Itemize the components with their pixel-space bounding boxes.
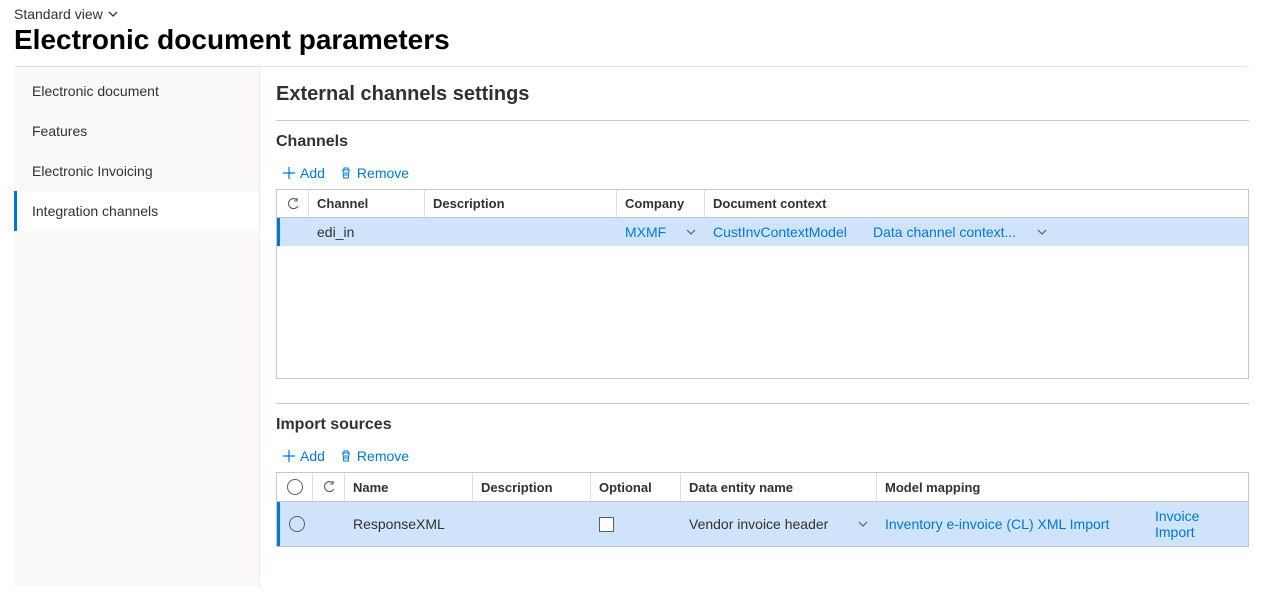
remove-label: Remove xyxy=(357,165,409,181)
trash-icon xyxy=(339,166,353,180)
checkbox-icon[interactable] xyxy=(599,517,614,532)
sidebar-item-label: Features xyxy=(32,123,87,139)
row-select[interactable] xyxy=(280,502,313,546)
column-description[interactable]: Description xyxy=(425,190,617,217)
chevron-down-icon xyxy=(107,8,119,20)
column-model-mapping[interactable]: Model mapping xyxy=(877,473,1248,501)
radio-icon xyxy=(287,479,303,495)
row-selector xyxy=(280,218,309,246)
main-panel: External channels settings Channels Add xyxy=(260,67,1249,587)
trash-icon xyxy=(339,449,353,463)
column-description[interactable]: Description xyxy=(473,473,591,501)
view-label: Standard view xyxy=(14,6,103,22)
column-company[interactable]: Company xyxy=(617,190,705,217)
channels-section: Channels Add Remove xyxy=(276,120,1249,379)
plus-icon xyxy=(282,449,296,463)
radio-icon xyxy=(289,516,305,532)
import-grid-header: Name Description Optional Data entity na… xyxy=(277,473,1248,502)
mapping-left: Inventory e-invoice (CL) XML Import xyxy=(885,516,1155,532)
context-mapping: Data channel context... xyxy=(873,224,1016,240)
sidebar-item-label: Electronic document xyxy=(32,83,159,99)
cell-document-context[interactable]: CustInvContextModel Data channel context… xyxy=(705,218,1248,246)
import-grid: Name Description Optional Data entity na… xyxy=(276,472,1249,547)
remove-channel-button[interactable]: Remove xyxy=(337,161,411,185)
channels-grid: Channel Description Company Document con… xyxy=(276,189,1249,379)
cell-data-entity[interactable]: Vendor invoice header xyxy=(681,502,877,546)
refresh-icon xyxy=(322,480,336,494)
cell-name[interactable]: ResponseXML xyxy=(345,502,473,546)
chevron-down-icon xyxy=(1028,226,1048,238)
context-model: CustInvContextModel xyxy=(713,224,873,240)
channels-grid-header: Channel Description Company Document con… xyxy=(277,190,1248,218)
sidebar-item-features[interactable]: Features xyxy=(14,111,259,151)
entity-value: Vendor invoice header xyxy=(689,516,828,532)
sidebar-item-integration-channels[interactable]: Integration channels xyxy=(14,191,259,231)
remove-import-button[interactable]: Remove xyxy=(337,444,411,468)
refresh-column[interactable] xyxy=(277,190,309,217)
select-all-column[interactable] xyxy=(277,473,313,501)
sidebar-item-electronic-invoicing[interactable]: Electronic Invoicing xyxy=(14,151,259,191)
column-optional[interactable]: Optional xyxy=(591,473,681,501)
sidebar-item-label: Electronic Invoicing xyxy=(32,163,153,179)
page-title: Electronic document parameters xyxy=(14,24,1249,56)
refresh-icon xyxy=(286,197,300,211)
channels-title: Channels xyxy=(276,133,1249,151)
add-import-button[interactable]: Add xyxy=(280,444,327,468)
import-row[interactable]: ResponseXML Vendor invoice header xyxy=(277,502,1248,546)
channels-grid-body: edi_in MXMF CustInvContextModel Data ch xyxy=(277,218,1248,378)
import-grid-body: ResponseXML Vendor invoice header xyxy=(277,502,1248,546)
chevron-down-icon xyxy=(677,226,697,238)
add-label: Add xyxy=(300,165,325,181)
sidebar-item-label: Integration channels xyxy=(32,203,158,219)
remove-label: Remove xyxy=(357,448,409,464)
cell-model-mapping[interactable]: Inventory e-invoice (CL) XML Import Invo… xyxy=(877,502,1248,546)
plus-icon xyxy=(282,166,296,180)
cell-description[interactable] xyxy=(473,502,591,546)
channels-row[interactable]: edi_in MXMF CustInvContextModel Data ch xyxy=(277,218,1248,246)
chevron-down-icon xyxy=(849,518,869,530)
import-sources-title: Import sources xyxy=(276,416,1249,434)
view-selector[interactable]: Standard view xyxy=(14,6,119,22)
column-document-context[interactable]: Document context xyxy=(705,190,1248,217)
cell-description[interactable] xyxy=(425,218,617,246)
row-spacer xyxy=(313,502,345,546)
column-data-entity[interactable]: Data entity name xyxy=(681,473,877,501)
mapping-right: Invoice Import xyxy=(1155,508,1240,540)
channels-toolbar: Add Remove xyxy=(276,161,1249,185)
cell-channel[interactable]: edi_in xyxy=(309,218,425,246)
main-title: External channels settings xyxy=(276,83,1249,106)
import-sources-section: Import sources Add Remove xyxy=(276,403,1249,547)
company-value: MXMF xyxy=(625,224,666,240)
add-channel-button[interactable]: Add xyxy=(280,161,327,185)
page-root: Standard view Electronic document parame… xyxy=(0,0,1263,587)
sidebar: Electronic document Features Electronic … xyxy=(14,67,260,587)
column-channel[interactable]: Channel xyxy=(309,190,425,217)
refresh-column[interactable] xyxy=(313,473,345,501)
import-toolbar: Add Remove xyxy=(276,444,1249,468)
column-name[interactable]: Name xyxy=(345,473,473,501)
add-label: Add xyxy=(300,448,325,464)
cell-company[interactable]: MXMF xyxy=(617,218,705,246)
content-area: Electronic document Features Electronic … xyxy=(14,66,1249,587)
sidebar-item-electronic-document[interactable]: Electronic document xyxy=(14,71,259,111)
cell-optional[interactable] xyxy=(591,502,681,546)
